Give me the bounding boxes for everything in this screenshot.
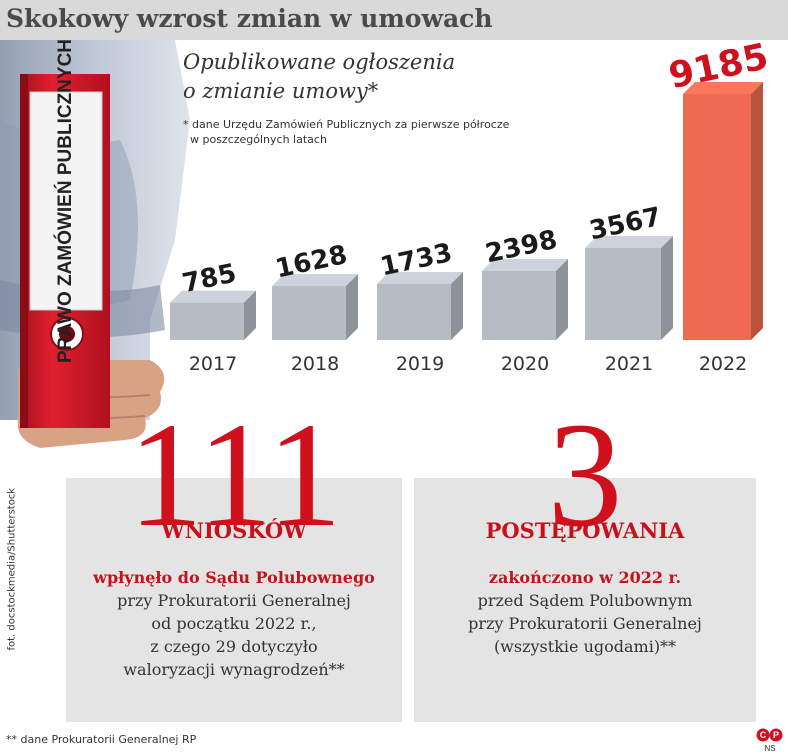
- bar-top: [482, 258, 568, 271]
- stat-number-requests: 111: [128, 392, 342, 558]
- stat-line: z czego 29 dotyczyło: [150, 637, 318, 656]
- x-tick-label: 2022: [699, 353, 747, 375]
- bar: [170, 302, 244, 340]
- stat-lead-requests: wpłynęło do Sądu Polubownego: [93, 568, 375, 587]
- bar: [272, 286, 346, 340]
- bar-side: [451, 271, 463, 340]
- bar-top: [683, 82, 763, 94]
- bar-chart: 7852017162820181733201923982020356720219…: [170, 36, 772, 375]
- bar-top: [377, 271, 463, 284]
- x-tick-label: 2018: [291, 353, 339, 375]
- bar: [683, 94, 751, 340]
- bar-side: [661, 236, 673, 340]
- svg-text:C: C: [760, 730, 767, 740]
- bar-top: [272, 274, 358, 287]
- stat-line: przy Prokuratorii Generalnej: [468, 614, 702, 633]
- x-tick-label: 2021: [605, 353, 653, 375]
- source-note: ** dane Prokuratorii Generalnej RP: [6, 733, 197, 746]
- stat-line: waloryzacji wynagrodzeń**: [123, 660, 345, 679]
- x-tick-label: 2020: [501, 353, 549, 375]
- chart-footnote: * dane Urzędu Zamówień Publicznych za pi…: [183, 118, 510, 146]
- stat-line: (wszystkie ugodami)**: [493, 637, 677, 656]
- logo-text: NS: [764, 744, 775, 753]
- stat-line: od początku 2022 r.,: [151, 614, 317, 633]
- stat-desc-proceedings: zakończono w 2022 r. przed Sądem Polubow…: [414, 566, 756, 658]
- page-title: Skokowy wzrost zmian w umowach: [6, 4, 493, 33]
- bar-side: [751, 82, 763, 340]
- svg-text:P: P: [773, 730, 779, 740]
- stat-desc-requests: wpłynęło do Sądu Polubownego przy Prokur…: [66, 566, 402, 681]
- bar-top: [170, 290, 256, 303]
- bar-side: [346, 274, 358, 340]
- stat-panel-requests: [66, 478, 402, 722]
- bar: [482, 270, 556, 340]
- stat-panel-proceedings: [414, 478, 756, 722]
- bar-top: [585, 236, 673, 248]
- bar-side: [556, 258, 568, 340]
- bar: [585, 248, 661, 340]
- stat-caption-proceedings: POSTĘPOWANIA: [485, 518, 685, 543]
- stat-line: przed Sądem Polubownym: [477, 591, 693, 610]
- stat-number-proceedings: 3: [547, 392, 623, 558]
- x-tick-label: 2019: [396, 353, 444, 375]
- x-tick-label: 2017: [189, 353, 237, 375]
- stat-line: przy Prokuratorii Generalnej: [117, 591, 351, 610]
- publisher-logo: C P NS: [756, 728, 783, 753]
- chart-subtitle: Opublikowane ogłoszenia o zmianie umowy*: [183, 50, 456, 103]
- photo-credit: fot. docstockmedia/Shutterstock: [6, 487, 18, 651]
- stat-lead-proceedings: zakończono w 2022 r.: [488, 568, 682, 587]
- stat-caption-requests: WNIOSKÓW: [161, 518, 307, 543]
- title-bar: [0, 0, 788, 40]
- bar: [377, 283, 451, 340]
- bar-side: [244, 290, 256, 340]
